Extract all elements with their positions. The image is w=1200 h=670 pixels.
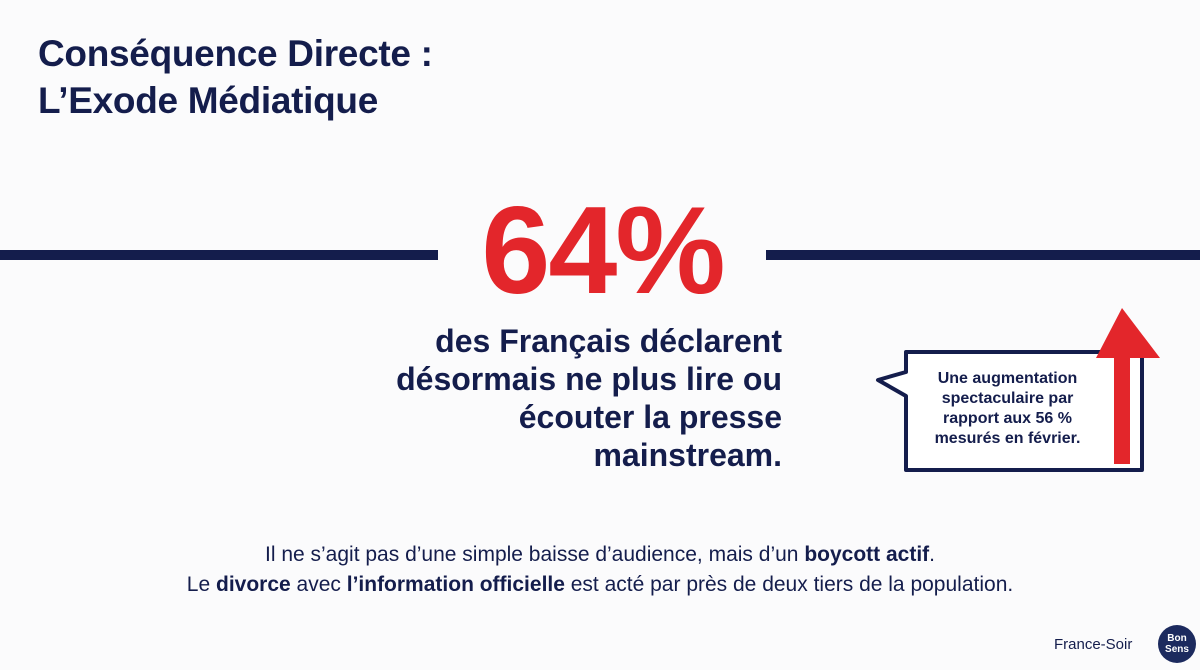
logo-text-bottom: Sens [1165, 644, 1189, 655]
title-line-2: L’Exode Médiatique [38, 80, 378, 121]
footer-line-1: Il ne s’agit pas d’une simple baisse d’a… [0, 540, 1200, 570]
footer-text-segment: avec [290, 573, 347, 596]
callout-box [876, 308, 1160, 472]
callout-line: rapport aux 56 % [943, 410, 1072, 427]
title-line-1: Conséquence Directe : [38, 33, 433, 74]
footer-text-segment: est acté par près de deux tiers de la po… [564, 573, 1014, 596]
footer-text-segment: Le [186, 573, 216, 596]
footer-line-2: Le divorce avec l’information officielle… [0, 570, 1200, 600]
callout-line: mesurés en février. [934, 430, 1081, 447]
stat-description-line: écouter la presse [518, 399, 782, 435]
bon-sens-logo: Bon Sens [1158, 625, 1196, 663]
slide-title: Conséquence Directe : L’Exode Médiatique [38, 30, 433, 124]
callout-text: Une augmentation spectaculaire par rappo… [905, 369, 1110, 449]
divider-right [766, 250, 1200, 260]
footer-text-segment: Il ne s’agit pas d’une simple baisse d’a… [264, 543, 805, 566]
arrow-up-icon [1096, 308, 1160, 464]
stat-value: 64% [481, 182, 725, 320]
stat-description-line: des Français déclarent [435, 323, 782, 359]
callout-line: Une augmentation [937, 370, 1078, 387]
footer-text-segment: . [929, 543, 935, 566]
stat-description-line: mainstream. [593, 437, 782, 473]
footer-emphasis: boycott actif [804, 543, 930, 566]
callout-line: spectaculaire par [941, 390, 1074, 407]
brand-name: France-Soir [1054, 636, 1133, 653]
stat-description-line: désormais ne plus lire ou [396, 361, 782, 397]
divider-left [0, 250, 438, 260]
footer-emphasis: divorce [216, 573, 291, 596]
footer-emphasis: l’information officielle [346, 573, 565, 596]
stat-description: des Français déclarent désormais ne plus… [350, 322, 782, 474]
footer-text: Il ne s’agit pas d’une simple baisse d’a… [0, 540, 1200, 600]
logo-text-top: Bon [1167, 633, 1187, 644]
